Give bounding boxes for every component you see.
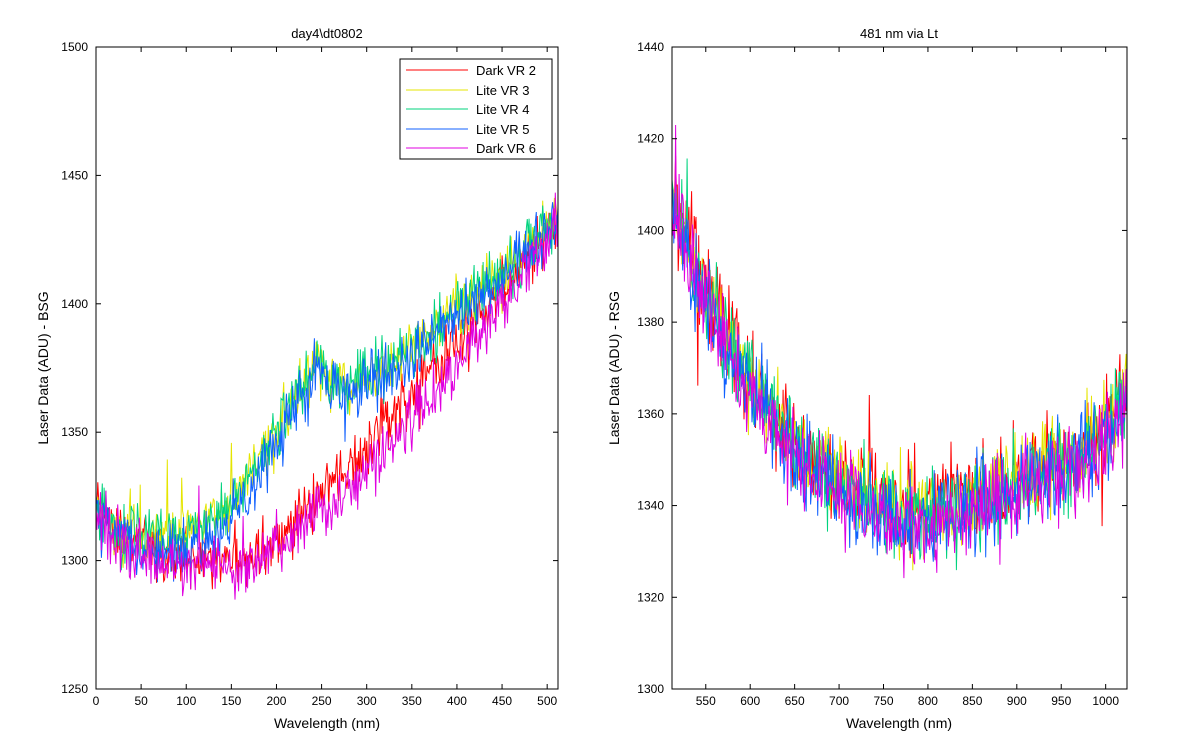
left-x-tick-label: 100: [176, 694, 196, 708]
right-plot: 550 600 650 700 750 800 850 900 950 1000 1300 1320 1…: [606, 26, 1128, 731]
legend-label-dark-vr-6: Dark VR 6: [476, 141, 536, 156]
left-x-tick-label: 200: [266, 694, 286, 708]
left-ticks-layer: 0 50 100 150 200 250 300 350 400 450 500 1250 1300 13…: [61, 40, 558, 708]
right-x-axis-label: Wavelength (nm): [846, 715, 952, 731]
right-y-axis-label: Laser Data (ADU) - RSG: [606, 291, 622, 445]
left-series-layer: [95, 192, 559, 600]
left-x-tick-label: 400: [447, 694, 467, 708]
right-y-tick-label: 1420: [637, 132, 664, 146]
right-x-tick-label: 1000: [1092, 694, 1119, 708]
right-y-tick-label: 1340: [637, 499, 664, 513]
right-series-trace-5: [671, 124, 1128, 579]
left-y-tick-label: 1250: [61, 682, 88, 696]
left-x-tick-label: 0: [93, 694, 100, 708]
right-x-tick-label: 800: [918, 694, 938, 708]
left-y-tick-label: 1450: [61, 168, 88, 182]
left-chart-title: day4\dt0802: [291, 26, 363, 41]
right-x-tick-label: 750: [873, 694, 893, 708]
left-x-tick-label: 150: [221, 694, 241, 708]
left-x-axis-label: Wavelength (nm): [274, 715, 380, 731]
legend-label-dark-vr-2: Dark VR 2: [476, 63, 536, 78]
right-y-tick-label: 1320: [637, 590, 664, 604]
left-x-tick-label: 450: [492, 694, 512, 708]
left-plot: 0 50 100 150 200 250 300 350 400 450 500 1250 1300 13…: [35, 26, 559, 731]
right-x-tick-label: 550: [696, 694, 716, 708]
left-x-tick-label: 250: [312, 694, 332, 708]
right-x-tick-label: 950: [1051, 694, 1071, 708]
left-y-tick-label: 1400: [61, 297, 88, 311]
right-x-tick-label: 900: [1007, 694, 1027, 708]
right-axes-box: [671, 46, 1128, 690]
left-series-dark-vr-6: [95, 192, 559, 600]
left-x-tick-label: 350: [402, 694, 422, 708]
right-x-tick-label: 700: [829, 694, 849, 708]
left-y-tick-label: 1500: [61, 40, 88, 54]
left-x-tick-label: 50: [134, 694, 148, 708]
legend-label-lite-vr-5: Lite VR 5: [476, 122, 529, 137]
right-y-tick-label: 1360: [637, 407, 664, 421]
right-y-tick-label: 1380: [637, 315, 664, 329]
legend: Dark VR 2 Lite VR 3 Lite VR 4 Lite VR 5 …: [399, 58, 553, 160]
right-x-tick-label: 600: [740, 694, 760, 708]
right-y-tick-label: 1400: [637, 223, 664, 237]
right-y-tick-label: 1300: [637, 682, 664, 696]
right-series-layer: [671, 124, 1128, 579]
legend-label-lite-vr-4: Lite VR 4: [476, 102, 529, 117]
right-y-tick-label: 1440: [637, 40, 664, 54]
left-y-tick-label: 1350: [61, 425, 88, 439]
left-x-tick-label: 500: [537, 694, 557, 708]
left-y-axis-label: Laser Data (ADU) - BSG: [35, 291, 51, 444]
left-y-tick-label: 1300: [61, 554, 88, 568]
right-x-tick-label: 850: [962, 694, 982, 708]
right-ticks-layer: 550 600 650 700 750 800 850 900 950 1000 1300 1320 1…: [637, 40, 1127, 708]
legend-label-lite-vr-3: Lite VR 3: [476, 83, 529, 98]
right-chart-title: 481 nm via Lt: [860, 26, 938, 41]
left-x-tick-label: 300: [357, 694, 377, 708]
left-axes-box: [95, 46, 559, 690]
right-x-tick-label: 650: [785, 694, 805, 708]
